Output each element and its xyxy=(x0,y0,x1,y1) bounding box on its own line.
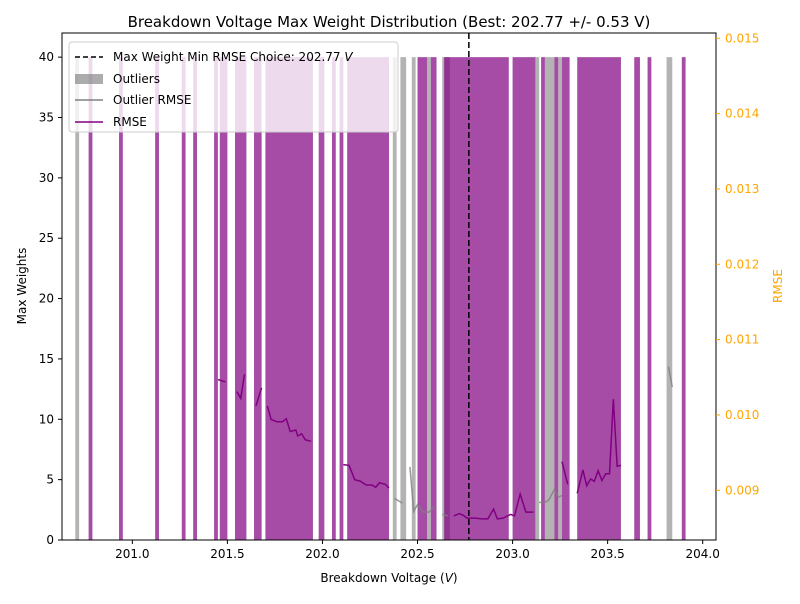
weight-bar xyxy=(88,57,93,540)
x-tick-label: 201.5 xyxy=(210,547,244,561)
weight-bar xyxy=(554,57,559,540)
weight-bar xyxy=(119,57,123,540)
weight-bar xyxy=(331,57,336,540)
outlier-bar xyxy=(400,57,407,540)
outlier-rmse-line xyxy=(442,513,449,517)
weight-bar xyxy=(647,57,652,540)
weight-bar xyxy=(193,57,197,540)
x-tick-label: 201.0 xyxy=(115,547,149,561)
x-tick-label: 202.5 xyxy=(400,547,434,561)
weight-bar xyxy=(681,57,686,540)
x-tick-label: 204.0 xyxy=(686,547,720,561)
rmse-line xyxy=(561,461,569,485)
weight-bar xyxy=(430,57,437,540)
x-tick-label: 203.0 xyxy=(495,547,529,561)
rmse-line xyxy=(255,387,263,407)
outlier-bar xyxy=(392,57,397,540)
outlier-bar xyxy=(75,57,80,540)
x-axis-ticks: 201.0 201.5 202.0 202.5 203.0 203.5 204.0 xyxy=(115,540,720,561)
chart-title: Breakdown Voltage Max Weight Distributio… xyxy=(128,13,651,31)
outlier-rmse-line xyxy=(667,366,674,388)
outlier-rmse-line xyxy=(539,487,563,504)
weight-bar xyxy=(214,57,218,540)
legend-rmse-label: RMSE xyxy=(113,115,147,129)
outlier-bar xyxy=(535,57,540,540)
rmse-line xyxy=(266,405,312,443)
weight-bar xyxy=(541,57,545,540)
x-tick-label: 203.5 xyxy=(590,547,624,561)
y2-tick-label: 0.015 xyxy=(725,31,759,45)
outlier-bar xyxy=(666,57,673,540)
y-axis-ticks: 0 5 10 15 20 25 30 35 40 xyxy=(39,50,62,547)
weight-bar xyxy=(577,57,621,540)
x-axis-label: Breakdown Voltage (V) xyxy=(320,571,457,585)
y-tick-label: 5 xyxy=(46,473,54,487)
y2-tick-label: 0.011 xyxy=(725,333,759,347)
y-tick-label: 25 xyxy=(39,231,54,245)
y2-tick-label: 0.012 xyxy=(725,257,759,271)
outlier-bar xyxy=(544,57,555,540)
weight-bar xyxy=(417,57,428,540)
y2-tick-label: 0.013 xyxy=(725,182,759,196)
y2-tick-label: 0.010 xyxy=(725,408,759,422)
weight-bar xyxy=(339,57,344,540)
plot-frame xyxy=(61,32,717,541)
y-tick-label: 0 xyxy=(46,533,54,547)
rmse-line xyxy=(453,491,534,520)
rmse-line xyxy=(343,463,390,489)
weight-bar xyxy=(219,57,228,540)
weight-bar xyxy=(155,57,159,540)
y-tick-label: 30 xyxy=(39,171,54,185)
y2-tick-label: 0.009 xyxy=(725,483,759,497)
y2-tick-label: 0.014 xyxy=(725,107,759,121)
legend-best-line-label: Max Weight Min RMSE Choice: 202.77 V xyxy=(113,50,353,64)
outlier-bar xyxy=(411,57,416,540)
weight-bar xyxy=(235,57,247,540)
x-tick-label: 202.0 xyxy=(305,547,339,561)
weight-bar xyxy=(265,57,313,540)
legend-outlier-rmse-label: Outlier RMSE xyxy=(113,93,191,107)
weight-bar xyxy=(634,57,640,540)
weight-bar xyxy=(562,57,570,540)
legend-outliers-label: Outliers xyxy=(113,72,160,86)
weight-bar xyxy=(254,57,262,540)
outlier-bar xyxy=(558,57,562,540)
lines-layer xyxy=(217,366,674,520)
bars-layer xyxy=(75,57,686,540)
outlier-rmse-line xyxy=(394,497,403,504)
outlier-rmse-line xyxy=(409,466,436,514)
weight-bar xyxy=(181,57,186,540)
y2-axis-ticks: 0.009 0.010 0.011 0.012 0.013 0.014 0.015 xyxy=(716,31,759,497)
y-tick-label: 20 xyxy=(39,292,54,306)
y-tick-label: 40 xyxy=(39,50,54,64)
legend-outliers-swatch xyxy=(75,74,103,84)
rmse-line xyxy=(576,399,622,494)
y2-axis-label: RMSE xyxy=(771,269,785,303)
y-tick-label: 15 xyxy=(39,352,54,366)
legend-box xyxy=(68,41,399,133)
weight-bar xyxy=(318,57,325,540)
y-axis-label: Max Weights xyxy=(15,248,29,325)
legend: Max Weight Min RMSE Choice: 202.77 V Out… xyxy=(68,41,399,133)
weight-bar xyxy=(512,57,536,540)
weight-bar xyxy=(347,57,389,540)
rmse-line xyxy=(236,374,246,401)
outlier-bar xyxy=(427,57,431,540)
rmse-line xyxy=(217,378,226,383)
y-tick-label: 10 xyxy=(39,412,54,426)
y-tick-label: 35 xyxy=(39,111,54,125)
weight-bar xyxy=(444,57,509,540)
